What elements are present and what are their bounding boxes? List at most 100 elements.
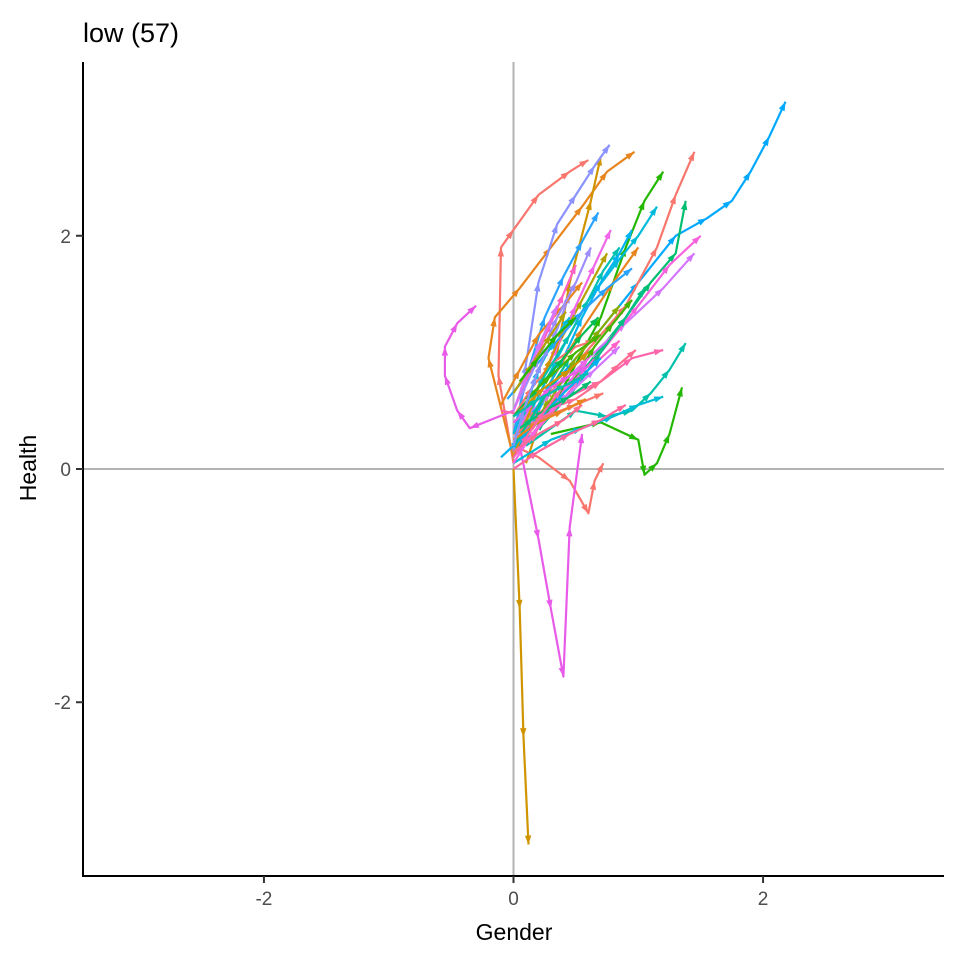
arrowhead [516, 599, 523, 609]
arrowhead [611, 305, 620, 315]
series-layer [441, 101, 787, 845]
arrowhead [520, 728, 527, 738]
arrowhead [575, 317, 583, 327]
arrowhead [549, 334, 558, 344]
arrowhead [578, 373, 589, 381]
arrowhead [605, 323, 614, 333]
arrowhead [623, 299, 632, 309]
series-trajectory-55 [512, 372, 589, 418]
arrowhead [604, 229, 611, 240]
arrowhead [544, 358, 551, 368]
arrowhead [655, 171, 664, 181]
arrowhead [661, 369, 670, 379]
arrowhead [555, 358, 564, 368]
arrowhead [529, 451, 539, 460]
arrowhead [585, 200, 592, 211]
series-line [518, 206, 658, 435]
arrowhead [578, 366, 589, 374]
arrowhead [585, 369, 595, 379]
arrowhead [551, 224, 558, 234]
arrowhead [762, 136, 770, 147]
arrowhead [529, 399, 539, 407]
arrowhead [497, 247, 504, 257]
series-line [518, 316, 577, 383]
arrowhead [575, 241, 583, 251]
arrowhead [574, 206, 583, 216]
arrowhead [535, 387, 545, 396]
series-trajectory-2 [487, 150, 636, 458]
arrowhead [593, 317, 601, 327]
arrowhead [560, 472, 570, 481]
arrowhead [592, 358, 601, 367]
arrowhead [628, 404, 639, 412]
arrowhead [637, 288, 645, 298]
arrowhead [575, 299, 583, 310]
arrowhead [592, 329, 601, 338]
arrowhead [599, 171, 608, 181]
series-trajectory-49 [525, 334, 602, 400]
arrowhead [680, 200, 688, 211]
arrowhead [639, 465, 647, 475]
arrowhead [560, 393, 570, 402]
arrowhead [496, 375, 504, 386]
arrowhead [441, 346, 449, 356]
arrowhead [610, 346, 620, 355]
series-line [512, 389, 562, 458]
y-tick-label: -2 [54, 693, 71, 714]
arrowhead [546, 599, 553, 609]
arrowhead [628, 433, 639, 440]
arrowhead [568, 282, 576, 292]
series-line [512, 398, 587, 441]
arrowhead [566, 399, 576, 406]
arrowhead [566, 346, 576, 355]
series-trajectory-9 [441, 304, 514, 430]
arrowhead [531, 334, 539, 345]
arrowhead [626, 350, 636, 359]
arrowhead [542, 387, 551, 396]
series-trajectory-3 [512, 468, 532, 845]
series-line [443, 304, 514, 430]
arrowhead [676, 387, 683, 397]
arrowhead [661, 264, 670, 274]
arrowhead [574, 282, 583, 292]
x-tick-label: 2 [758, 889, 769, 910]
arrowhead [638, 200, 645, 211]
series-trajectory-57 [518, 316, 577, 383]
arrowhead [625, 229, 632, 240]
arrowhead [778, 101, 786, 112]
arrowhead [543, 334, 551, 345]
arrowhead [550, 317, 558, 327]
arrowhead [649, 247, 657, 257]
arrowhead [550, 305, 558, 316]
arrowhead [467, 305, 477, 315]
arrowhead [517, 410, 525, 421]
arrowhead [603, 416, 614, 423]
series-line [512, 372, 589, 418]
arrowhead [591, 212, 599, 222]
arrowhead [520, 434, 529, 444]
x-axis-title: Gender [476, 919, 553, 945]
arrowhead [589, 317, 599, 327]
series-trajectory-35 [525, 305, 621, 435]
arrowhead [591, 334, 601, 343]
arrowhead [556, 385, 566, 392]
arrowhead [560, 375, 570, 384]
arrowhead [663, 434, 670, 444]
arrowhead [618, 317, 626, 327]
arrowhead [686, 253, 695, 263]
arrowhead [542, 375, 551, 385]
arrowhead [589, 480, 597, 491]
arrowhead [554, 420, 564, 428]
arrowhead [556, 294, 564, 304]
arrowhead [630, 235, 639, 245]
arrowhead [593, 282, 601, 292]
series-trajectory-45 [512, 365, 589, 424]
arrowhead [649, 206, 657, 216]
arrowhead [567, 317, 576, 326]
arrowhead [630, 247, 639, 257]
arrowhead [691, 235, 701, 245]
arrowhead [552, 389, 561, 399]
arrowhead [548, 340, 558, 350]
arrowhead [573, 404, 583, 413]
